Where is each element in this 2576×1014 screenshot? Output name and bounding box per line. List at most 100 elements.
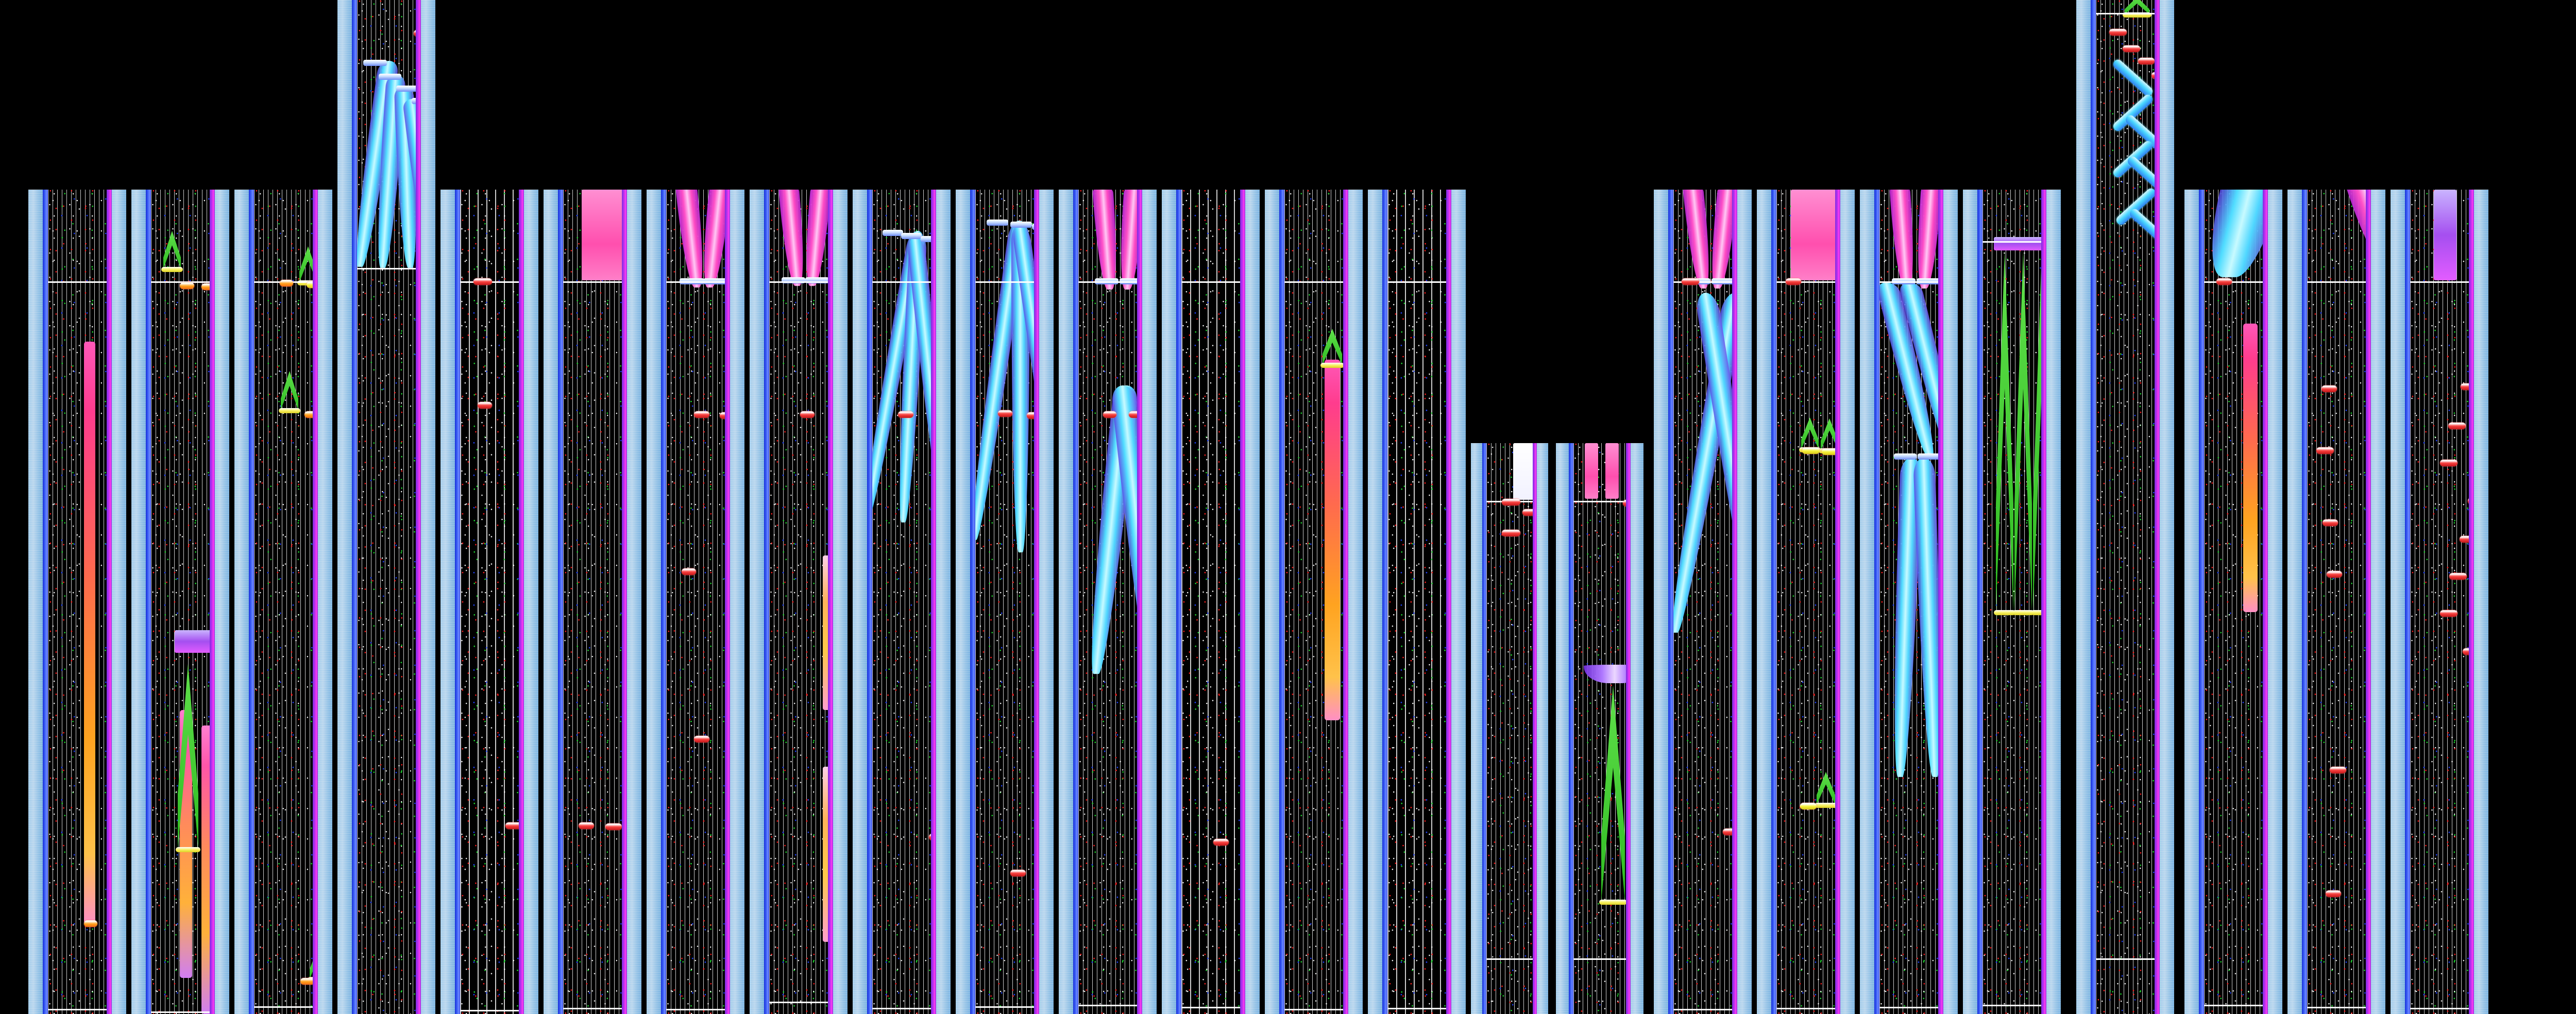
- data-field[interactable]: [48, 190, 107, 1014]
- track-panel[interactable]: [1471, 443, 1548, 1014]
- pill-marker[interactable]: [682, 568, 696, 575]
- pill-marker[interactable]: [605, 823, 622, 830]
- data-field[interactable]: [1673, 190, 1732, 1014]
- pill-marker[interactable]: [1522, 509, 1533, 516]
- data-field[interactable]: [1982, 190, 2041, 1014]
- data-field[interactable]: [357, 0, 416, 1014]
- pill-marker[interactable]: [304, 411, 313, 418]
- data-field[interactable]: [1879, 190, 1938, 1014]
- pill-marker[interactable]: [300, 978, 313, 985]
- track-panel[interactable]: [544, 190, 641, 1014]
- data-field[interactable]: [975, 190, 1034, 1014]
- pill-marker[interactable]: [505, 822, 519, 829]
- pill-marker[interactable]: [720, 412, 725, 419]
- track-panel[interactable]: [853, 190, 951, 1014]
- data-field[interactable]: [1776, 190, 1835, 1014]
- track-panel[interactable]: [956, 190, 1054, 1014]
- pill-marker[interactable]: [2440, 460, 2458, 466]
- pill-marker[interactable]: [1786, 278, 1801, 285]
- data-field[interactable]: [1181, 190, 1240, 1014]
- pill-marker[interactable]: [2449, 573, 2467, 580]
- data-field[interactable]: [1078, 190, 1137, 1014]
- track-panel[interactable]: [2184, 190, 2282, 1014]
- data-field[interactable]: [2204, 190, 2263, 1014]
- pill-marker[interactable]: [1103, 411, 1116, 418]
- data-field[interactable]: [1573, 443, 1626, 1014]
- track-panel[interactable]: [234, 190, 332, 1014]
- track-panel[interactable]: [1162, 190, 1260, 1014]
- pill-marker[interactable]: [1682, 278, 1699, 285]
- track-panel[interactable]: [131, 190, 229, 1014]
- pill-marker[interactable]: [2330, 767, 2346, 773]
- pill-marker[interactable]: [2468, 498, 2469, 504]
- pill-marker[interactable]: [2123, 45, 2140, 52]
- track-panel[interactable]: [750, 190, 848, 1014]
- pill-marker[interactable]: [929, 834, 931, 840]
- data-field[interactable]: [1284, 190, 1343, 1014]
- pill-marker[interactable]: [2321, 385, 2337, 392]
- data-field[interactable]: [151, 190, 210, 1014]
- pill-marker[interactable]: [800, 411, 815, 418]
- track-panel[interactable]: [1368, 190, 1466, 1014]
- data-field[interactable]: [2096, 0, 2155, 1014]
- track-panel[interactable]: [1860, 190, 1958, 1014]
- track-panel[interactable]: [28, 190, 126, 1014]
- pill-marker[interactable]: [1027, 412, 1034, 419]
- pill-marker[interactable]: [2461, 383, 2469, 390]
- data-field[interactable]: [666, 190, 725, 1014]
- pill-marker[interactable]: [280, 280, 293, 286]
- data-field[interactable]: [2307, 190, 2366, 1014]
- pill-marker[interactable]: [2440, 610, 2458, 617]
- pill-marker[interactable]: [1822, 448, 1835, 455]
- track-panel[interactable]: [2076, 0, 2174, 1014]
- pill-marker[interactable]: [2109, 29, 2127, 36]
- pill-marker[interactable]: [1502, 499, 1520, 505]
- data-field[interactable]: [254, 190, 313, 1014]
- track-panel[interactable]: [440, 190, 538, 1014]
- pill-marker[interactable]: [694, 411, 709, 418]
- track-panel[interactable]: [1757, 190, 1855, 1014]
- data-field[interactable]: [460, 190, 519, 1014]
- track-panel[interactable]: [2391, 190, 2488, 1014]
- pill-marker[interactable]: [998, 410, 1012, 417]
- data-field[interactable]: [2410, 190, 2469, 1014]
- pill-marker[interactable]: [1502, 530, 1520, 536]
- pill-marker[interactable]: [2316, 447, 2334, 454]
- track-panel[interactable]: [1059, 190, 1157, 1014]
- pill-marker[interactable]: [694, 736, 709, 742]
- data-field[interactable]: [1387, 190, 1446, 1014]
- track-panel[interactable]: [1265, 190, 1363, 1014]
- pill-marker[interactable]: [414, 30, 416, 37]
- pill-marker[interactable]: [1800, 803, 1817, 809]
- pill-marker[interactable]: [1213, 839, 1229, 846]
- track-panel[interactable]: [1654, 190, 1752, 1014]
- pill-marker[interactable]: [307, 281, 313, 288]
- data-field[interactable]: [769, 190, 828, 1014]
- pill-marker[interactable]: [1802, 447, 1820, 454]
- pill-marker[interactable]: [473, 278, 492, 285]
- track-panel[interactable]: [1963, 190, 2061, 1014]
- track-panel[interactable]: [647, 190, 744, 1014]
- pill-marker[interactable]: [478, 402, 492, 409]
- track-panel[interactable]: [337, 0, 435, 1014]
- pill-marker[interactable]: [180, 282, 194, 289]
- data-field[interactable]: [872, 190, 931, 1014]
- pill-marker[interactable]: [2448, 422, 2466, 429]
- pill-marker[interactable]: [2460, 536, 2469, 543]
- pill-marker[interactable]: [2326, 890, 2341, 897]
- pill-marker[interactable]: [84, 920, 97, 927]
- pill-marker[interactable]: [2327, 571, 2342, 578]
- data-field[interactable]: [563, 190, 622, 1014]
- pill-marker[interactable]: [898, 411, 913, 418]
- pill-marker[interactable]: [2151, 72, 2155, 79]
- pill-marker[interactable]: [1010, 870, 1026, 876]
- pill-marker[interactable]: [1623, 500, 1626, 506]
- pill-marker[interactable]: [2463, 648, 2469, 655]
- pill-marker[interactable]: [201, 283, 210, 290]
- pill-marker[interactable]: [579, 822, 594, 829]
- pill-marker[interactable]: [1723, 829, 1732, 835]
- track-panel[interactable]: [1556, 443, 1643, 1014]
- pill-marker[interactable]: [2138, 58, 2155, 64]
- track-panel[interactable]: [2287, 190, 2385, 1014]
- pill-marker[interactable]: [2216, 278, 2232, 285]
